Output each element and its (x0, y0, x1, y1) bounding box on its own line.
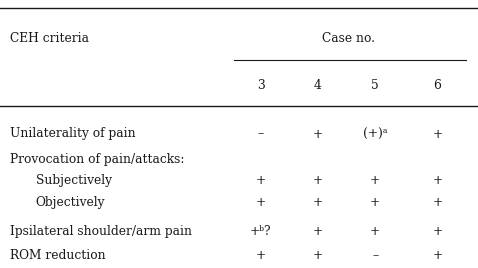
Text: +: + (370, 196, 380, 209)
Text: +: + (370, 225, 380, 238)
Text: 4: 4 (314, 79, 322, 92)
Text: +: + (313, 196, 323, 209)
Text: (+)ᵃ: (+)ᵃ (363, 128, 388, 140)
Text: +: + (313, 225, 323, 238)
Text: CEH criteria: CEH criteria (10, 32, 88, 45)
Text: –: – (372, 249, 378, 262)
Text: +: + (432, 249, 443, 262)
Text: +: + (432, 174, 443, 187)
Text: +: + (313, 174, 323, 187)
Text: 3: 3 (257, 79, 264, 92)
Text: Provocation of pain/attacks:: Provocation of pain/attacks: (10, 153, 184, 166)
Text: Objectively: Objectively (36, 196, 105, 209)
Text: +: + (313, 249, 323, 262)
Text: –: – (258, 128, 263, 140)
Text: +: + (255, 174, 266, 187)
Text: 6: 6 (434, 79, 441, 92)
Text: Ipsilateral shoulder/arm pain: Ipsilateral shoulder/arm pain (10, 225, 192, 238)
Text: Subjectively: Subjectively (36, 174, 112, 187)
Text: Case no.: Case no. (323, 32, 375, 45)
Text: +: + (432, 128, 443, 140)
Text: +ᵇ?: +ᵇ? (250, 225, 272, 238)
Text: 5: 5 (371, 79, 379, 92)
Text: +: + (370, 174, 380, 187)
Text: +: + (432, 225, 443, 238)
Text: ROM reduction: ROM reduction (10, 249, 105, 262)
Text: +: + (313, 128, 323, 140)
Text: +: + (255, 249, 266, 262)
Text: +: + (432, 196, 443, 209)
Text: +: + (255, 196, 266, 209)
Text: Unilaterality of pain: Unilaterality of pain (10, 128, 135, 140)
